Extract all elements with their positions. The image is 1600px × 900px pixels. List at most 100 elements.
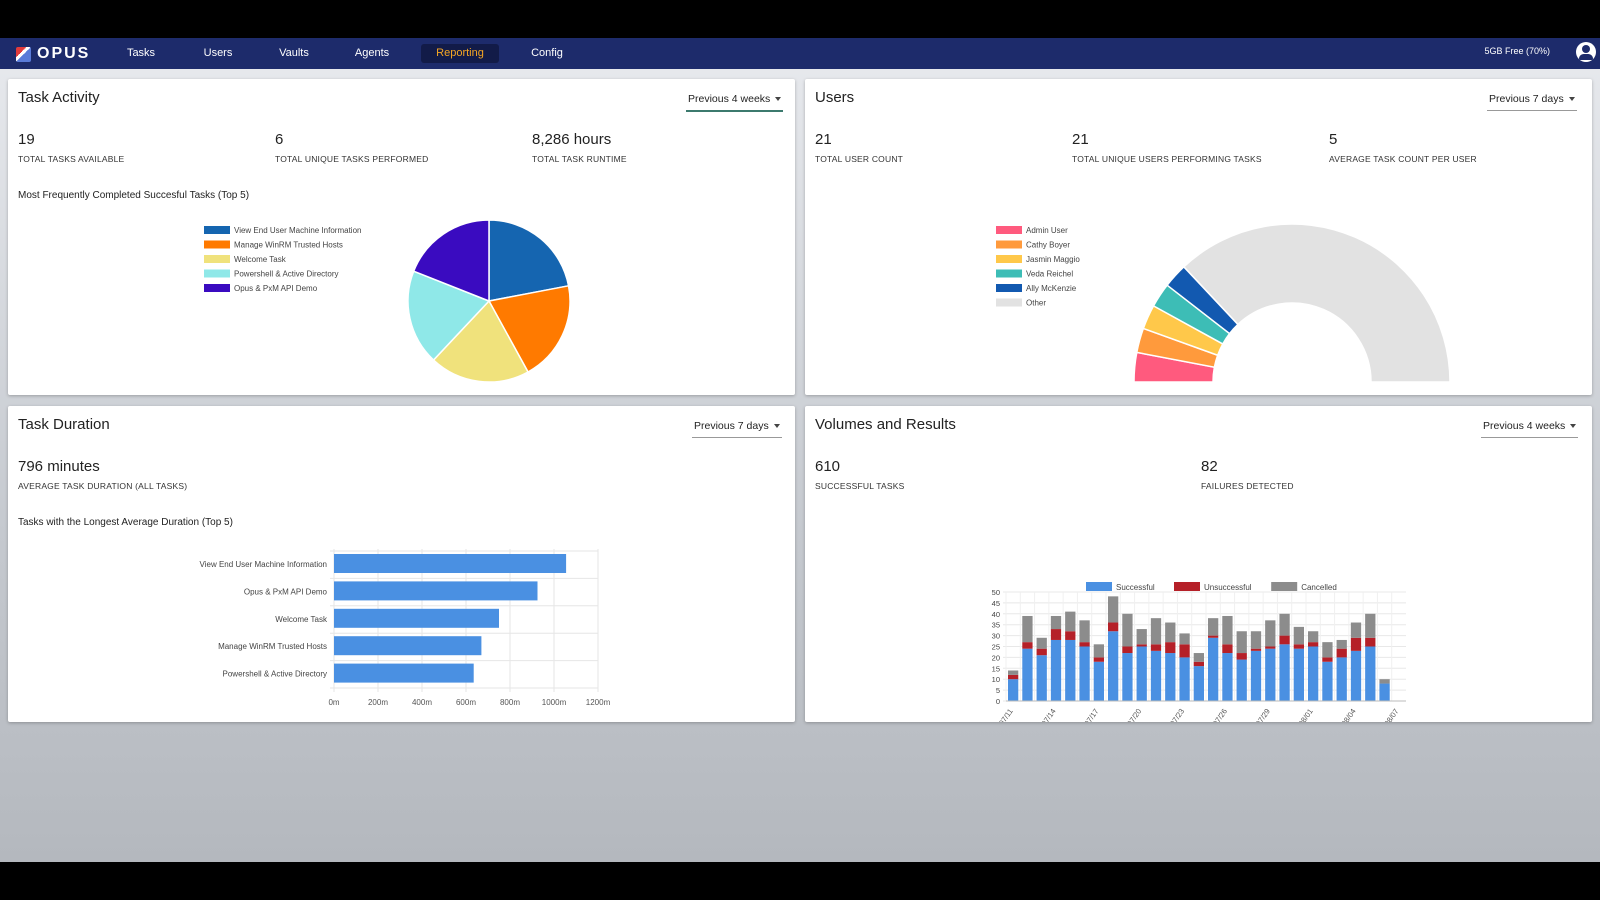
stat-label: SUCCESSFUL TASKS [815, 481, 905, 491]
stacked-bar-segment [1136, 646, 1147, 701]
doughnut-segment [1182, 223, 1451, 383]
stacked-bar-segment [1322, 642, 1333, 658]
nav-reporting[interactable]: Reporting [421, 44, 499, 63]
stacked-bar-segment [1136, 644, 1147, 647]
y-tick-label: 25 [992, 643, 1000, 652]
users-card: Users Previous 7 days 21 TOTAL USER COUN… [805, 79, 1592, 395]
stacked-bar-segment [1150, 644, 1162, 651]
stacked-bar-segment [1279, 644, 1290, 701]
stacked-bar-segment [1222, 653, 1233, 701]
chevron-down-icon [773, 424, 780, 429]
legend-label: Unsuccessful [1204, 583, 1252, 592]
stacked-bar-segment [1008, 674, 1019, 680]
stacked-bar-segment [1165, 653, 1176, 701]
y-tick-label: 10 [992, 675, 1000, 684]
legend-swatch [1086, 582, 1112, 591]
range-dropdown-label: Previous 7 days [694, 420, 769, 432]
task-duration-card: Task Duration Previous 7 days 796 minute… [8, 406, 795, 722]
stacked-bar-segment [1065, 611, 1076, 632]
legend-label: Other [1026, 299, 1046, 308]
stacked-bar-segment [1150, 650, 1162, 701]
stat-label: FAILURES DETECTED [1201, 481, 1294, 491]
stat-value: 19 [18, 131, 35, 148]
stacked-bar-segment [1093, 657, 1104, 662]
legend-swatch [204, 226, 230, 234]
pie-slice [432, 299, 530, 383]
stacked-bar-segment [1222, 644, 1233, 654]
nav-config[interactable]: Config [531, 47, 563, 59]
stacked-bar-segment [1308, 646, 1319, 701]
stacked-bar-segment [1065, 639, 1076, 701]
y-category-label: Opus & PxM API Demo [244, 587, 328, 596]
stacked-bar-segment [1293, 644, 1304, 649]
duration-bar [334, 554, 567, 573]
y-tick-label: 5 [996, 686, 1000, 695]
stat-label: TOTAL UNIQUE TASKS PERFORMED [275, 154, 429, 164]
stacked-bar-segment [1193, 661, 1204, 667]
nav-vaults[interactable]: Vaults [279, 47, 309, 59]
stacked-bar-segment [1365, 637, 1376, 647]
legend-swatch [204, 240, 230, 249]
stacked-bar-segment [1293, 648, 1304, 701]
legend-swatch [996, 255, 1022, 263]
pie-slice [487, 284, 571, 373]
legend-swatch [204, 269, 230, 278]
legend-swatch [1271, 582, 1298, 591]
x-tick-label: 08/07 [1382, 707, 1400, 722]
x-tick-label: 07/14 [1039, 707, 1057, 722]
app-window: OPUS Tasks Users Vaults Agents Reporting… [0, 38, 1600, 862]
range-dropdown[interactable]: Previous 7 days [692, 418, 782, 438]
x-tick-label: 07/11 [997, 707, 1015, 722]
nav-tasks[interactable]: Tasks [126, 47, 156, 59]
stacked-bar-segment [1108, 622, 1119, 632]
range-dropdown[interactable]: Previous 4 weeks [686, 91, 784, 112]
stacked-bar-segment [1236, 631, 1247, 654]
letterbox-bottom [0, 862, 1600, 900]
y-tick-label: 0 [996, 697, 1000, 706]
stacked-bar-segment [1336, 657, 1347, 701]
stacked-bar-segment [1022, 615, 1033, 643]
user-avatar-icon[interactable] [1576, 42, 1596, 62]
x-tick-label: 200m [368, 698, 388, 707]
range-dropdown[interactable]: Previous 4 weeks [1481, 418, 1579, 438]
legend-label: Jasmin Maggio [1026, 255, 1080, 264]
stacked-bar-segment [1122, 653, 1133, 701]
x-tick-label: 1000m [542, 698, 567, 707]
stacked-bar-segment [1093, 644, 1104, 658]
stat-label: TOTAL USER COUNT [815, 154, 904, 164]
duration-bar [334, 636, 482, 656]
x-tick-label: 08/01 [1297, 707, 1315, 722]
stacked-bar-segment [1350, 650, 1362, 701]
stat-value: 610 [815, 458, 841, 475]
x-tick-label: 07/29 [1254, 707, 1272, 722]
stat-label: TOTAL TASK RUNTIME [532, 154, 627, 164]
y-tick-label: 50 [992, 588, 1000, 597]
x-tick-label: 07/20 [1125, 707, 1143, 722]
y-tick-label: 30 [992, 632, 1000, 641]
legend-label: View End User Machine Information [234, 226, 361, 235]
legend-label: Veda Reichel [1026, 270, 1073, 279]
opus-logo[interactable]: OPUS [16, 43, 90, 65]
x-tick-label: 1200m [586, 698, 611, 707]
legend-swatch [1174, 582, 1200, 591]
y-tick-label: 15 [992, 664, 1000, 673]
y-tick-label: 45 [992, 599, 1000, 608]
stacked-bar-segment [1165, 622, 1176, 643]
users-doughnut-chart: Admin User Cathy Boyer Jasmin Maggio Veda R… [996, 223, 1451, 383]
range-dropdown-label: Previous 4 weeks [1483, 420, 1566, 432]
stacked-bar-segment [1208, 635, 1219, 638]
stat-value: 6 [275, 131, 284, 148]
y-category-label: Welcome Task [275, 615, 328, 624]
card-title: Task Duration [18, 416, 110, 433]
stacked-bar-segment [1036, 637, 1047, 649]
range-dropdown[interactable]: Previous 7 days [1487, 91, 1577, 111]
y-category-label: Powershell & Active Directory [223, 670, 327, 679]
tasks-pie-chart: View End User Machine Information Manage … [204, 219, 571, 383]
legend-swatch [996, 298, 1022, 307]
top-navbar: OPUS Tasks Users Vaults Agents Reporting… [0, 38, 1600, 69]
nav-agents[interactable]: Agents [354, 47, 390, 59]
nav-users[interactable]: Users [203, 47, 233, 59]
stacked-bar-segment [1250, 631, 1262, 649]
legend-label: Ally McKenzie [1026, 284, 1077, 293]
